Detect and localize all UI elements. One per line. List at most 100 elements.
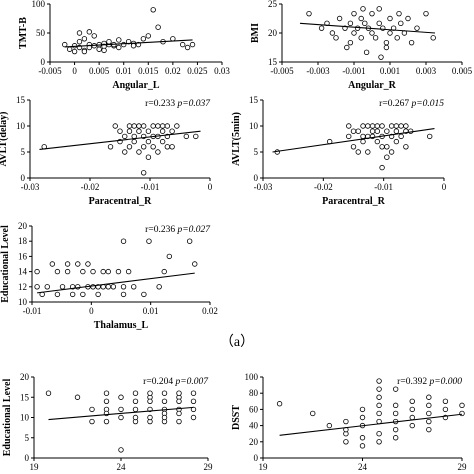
- data-point: [346, 133, 352, 140]
- y-axis-label: Educational Level: [0, 225, 11, 303]
- data-point: [131, 284, 137, 290]
- data-point: [409, 414, 415, 421]
- data-point: [80, 268, 86, 275]
- data-point: [155, 123, 161, 129]
- data-point: [174, 123, 180, 129]
- data-point: [378, 54, 384, 60]
- data-point: [131, 123, 137, 129]
- data-point: [379, 144, 385, 150]
- trend-line: [64, 39, 193, 48]
- data-point: [96, 46, 102, 52]
- y-tick-label: 10: [20, 413, 30, 423]
- scatter-panel-7: 19 24 29 0 20 40 60 80 100 DSST r=0.392 p=0.000: [231, 372, 467, 472]
- data-point: [161, 398, 168, 404]
- y-axis-label: BMI: [250, 23, 261, 43]
- data-point: [376, 410, 382, 417]
- data-point: [369, 123, 376, 129]
- panel-label: （a）: [220, 334, 254, 350]
- data-point: [426, 426, 432, 433]
- scatter-panel-2: -0.005 -0.003 -0.001 0.001 0.003 0.005 15 20 25 A…: [250, 0, 473, 91]
- data-point: [193, 133, 199, 140]
- y-tick-label: 100: [245, 372, 259, 382]
- data-point: [64, 268, 71, 275]
- x-tick-label: -0.005: [38, 66, 62, 76]
- x-tick-label: 0.02: [202, 306, 218, 316]
- data-point: [132, 390, 139, 396]
- x-tick-label: -0.01: [23, 306, 42, 316]
- data-point: [396, 10, 402, 17]
- data-point: [369, 128, 376, 134]
- data-point: [423, 10, 429, 17]
- data-point: [318, 25, 325, 31]
- y-tick-label: 16: [18, 251, 28, 261]
- y-tick-label: 15: [20, 392, 30, 402]
- trend-line: [272, 128, 435, 153]
- data-point: [374, 138, 381, 145]
- trend-line: [299, 22, 436, 34]
- data-point: [398, 123, 404, 129]
- data-point: [387, 30, 393, 36]
- data-point: [359, 443, 366, 449]
- data-point: [118, 414, 124, 421]
- y-tick-label: 100: [32, 0, 46, 9]
- data-point: [161, 390, 168, 396]
- data-point: [140, 170, 147, 176]
- data-point: [156, 284, 162, 290]
- data-point: [403, 144, 409, 150]
- data-point: [376, 402, 382, 409]
- data-point: [190, 398, 197, 404]
- data-point: [91, 33, 97, 39]
- data-point: [426, 394, 432, 400]
- data-point: [74, 394, 81, 400]
- x-tick-label: 0: [208, 182, 213, 192]
- data-point: [403, 123, 409, 129]
- y-tick-label: 40: [249, 421, 259, 431]
- data-point: [105, 268, 111, 275]
- stat-annotation: r=0.236 p=0.027: [145, 225, 211, 235]
- y-tick-label: 10: [16, 121, 26, 131]
- data-point: [118, 394, 124, 400]
- data-point: [189, 41, 196, 48]
- data-point: [76, 39, 83, 45]
- data-point: [150, 7, 156, 13]
- data-point: [131, 138, 137, 145]
- x-tick-label: 0.015: [138, 66, 159, 76]
- x-tick-label: 29: [204, 462, 214, 472]
- x-axis-label: Thalamus_L: [94, 320, 149, 331]
- data-point: [145, 128, 152, 134]
- y-tick-label: 5: [21, 147, 26, 157]
- data-point: [442, 398, 449, 404]
- data-point: [393, 123, 400, 129]
- data-point: [103, 390, 110, 396]
- data-point: [132, 398, 139, 404]
- data-point: [150, 123, 156, 129]
- data-point: [120, 291, 127, 298]
- x-tick-label: 19: [30, 462, 40, 472]
- data-point: [369, 10, 375, 17]
- data-point: [376, 394, 382, 400]
- data-point: [360, 138, 366, 145]
- data-point: [147, 414, 153, 421]
- data-point: [69, 291, 76, 298]
- data-point: [159, 128, 166, 134]
- data-point: [106, 39, 112, 45]
- data-point: [166, 253, 173, 260]
- trend-line: [48, 406, 194, 421]
- x-tick-label: 0.01: [143, 306, 159, 316]
- data-point: [161, 268, 167, 275]
- x-tick-label: -0.001: [342, 66, 365, 76]
- data-point: [120, 284, 127, 290]
- data-point: [95, 291, 101, 298]
- data-point: [126, 128, 133, 134]
- data-point: [192, 261, 198, 267]
- data-point: [126, 144, 133, 150]
- data-point: [363, 49, 370, 56]
- y-tick-label: 50: [36, 28, 46, 38]
- data-point: [184, 44, 191, 51]
- data-point: [346, 123, 352, 129]
- data-point: [376, 386, 382, 392]
- x-tick-label: 24: [117, 462, 127, 472]
- data-point: [459, 410, 465, 417]
- data-point: [164, 123, 171, 129]
- data-point: [146, 238, 152, 244]
